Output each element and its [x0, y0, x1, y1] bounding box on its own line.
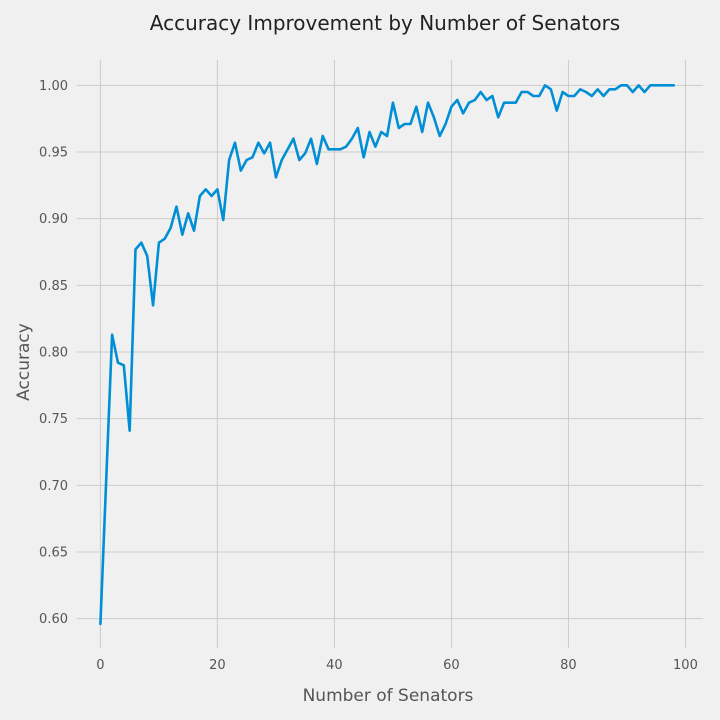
y-tick-label: 0.60 — [39, 612, 68, 627]
y-tick-label: 0.80 — [39, 346, 68, 361]
y-tick-label: 0.70 — [39, 479, 68, 494]
x-tick-label: 100 — [673, 658, 698, 673]
x-tick-label: 40 — [326, 658, 343, 673]
accuracy-series-line — [99, 84, 676, 626]
y-tick-label: 0.90 — [39, 212, 68, 227]
chart-title: Accuracy Improvement by Number of Senato… — [150, 11, 620, 35]
gridlines — [77, 60, 703, 648]
y-tick-label: 0.95 — [39, 146, 68, 161]
y-axis-title: Accuracy — [14, 323, 34, 401]
series-group — [99, 84, 676, 626]
tick-labels: 0.60 0.65 0.70 0.75 0.80 0.85 0.90 0.95 1.00 0 20 4… — [39, 79, 698, 673]
y-tick-label: 0.75 — [39, 412, 68, 427]
y-tick-label: 0.65 — [39, 546, 68, 561]
x-tick-label: 20 — [209, 658, 226, 673]
x-tick-label: 60 — [443, 658, 460, 673]
x-tick-label: 80 — [560, 658, 577, 673]
x-tick-label: 0 — [96, 658, 104, 673]
y-tick-label: 1.00 — [39, 79, 68, 94]
y-tick-label: 0.85 — [39, 279, 68, 294]
x-axis-title: Number of Senators — [303, 686, 474, 706]
